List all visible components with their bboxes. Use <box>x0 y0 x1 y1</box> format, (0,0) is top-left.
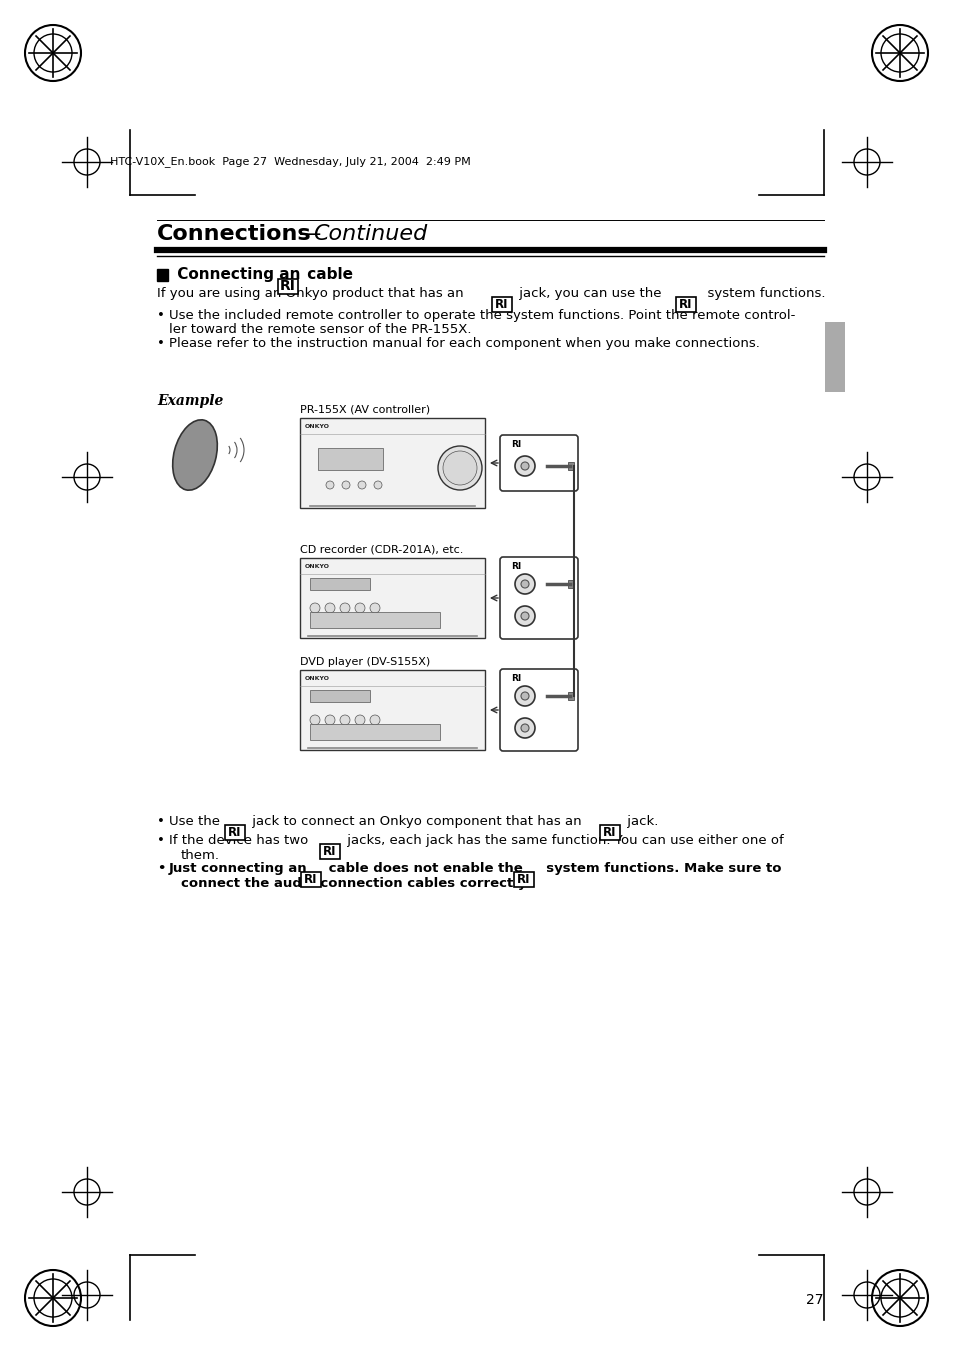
Circle shape <box>325 715 335 725</box>
Text: them.: them. <box>181 848 220 862</box>
Text: RI: RI <box>323 844 336 858</box>
Circle shape <box>310 603 319 613</box>
Circle shape <box>310 715 319 725</box>
Circle shape <box>515 574 535 594</box>
Circle shape <box>520 580 529 588</box>
FancyBboxPatch shape <box>225 825 245 840</box>
FancyBboxPatch shape <box>317 449 382 470</box>
Text: Just connecting an: Just connecting an <box>169 862 312 875</box>
Text: system functions.: system functions. <box>699 286 824 300</box>
Circle shape <box>325 603 335 613</box>
Circle shape <box>355 603 365 613</box>
FancyBboxPatch shape <box>567 692 574 700</box>
Ellipse shape <box>172 420 217 490</box>
Text: RI: RI <box>304 873 317 886</box>
Text: ONKYO: ONKYO <box>305 676 330 681</box>
Circle shape <box>520 612 529 620</box>
Circle shape <box>357 481 366 489</box>
FancyBboxPatch shape <box>824 322 844 392</box>
Text: RI: RI <box>602 825 616 839</box>
Circle shape <box>520 724 529 732</box>
Text: RI: RI <box>511 440 520 449</box>
Text: ONKYO: ONKYO <box>305 424 330 430</box>
FancyBboxPatch shape <box>567 580 574 588</box>
Text: RI: RI <box>228 825 241 839</box>
Text: system functions. Make sure to: system functions. Make sure to <box>537 862 781 875</box>
Text: RI: RI <box>495 299 508 311</box>
Text: RI: RI <box>280 280 295 293</box>
Text: Continued: Continued <box>313 224 427 245</box>
Circle shape <box>370 715 379 725</box>
Circle shape <box>515 457 535 476</box>
FancyBboxPatch shape <box>499 669 578 751</box>
FancyBboxPatch shape <box>157 269 168 281</box>
FancyBboxPatch shape <box>299 417 484 508</box>
FancyBboxPatch shape <box>310 724 439 740</box>
FancyBboxPatch shape <box>277 280 297 295</box>
FancyBboxPatch shape <box>567 462 574 470</box>
Circle shape <box>515 717 535 738</box>
Text: RI: RI <box>517 873 530 886</box>
FancyBboxPatch shape <box>299 670 484 750</box>
Text: •: • <box>157 862 165 875</box>
FancyBboxPatch shape <box>599 825 619 840</box>
Circle shape <box>442 451 476 485</box>
Circle shape <box>355 715 365 725</box>
Text: CD recorder (CDR-201A), etc.: CD recorder (CDR-201A), etc. <box>299 544 463 555</box>
FancyBboxPatch shape <box>319 844 339 859</box>
Text: RI: RI <box>679 299 692 311</box>
Text: Please refer to the instruction manual for each component when you make connecti: Please refer to the instruction manual f… <box>169 336 760 350</box>
Text: jacks, each jack has the same function. You can use either one of: jacks, each jack has the same function. … <box>343 834 783 847</box>
Text: Connecting an: Connecting an <box>172 267 305 282</box>
FancyBboxPatch shape <box>499 557 578 639</box>
Text: •: • <box>157 834 165 847</box>
Text: HTC-V10X_En.book  Page 27  Wednesday, July 21, 2004  2:49 PM: HTC-V10X_En.book Page 27 Wednesday, July… <box>110 157 470 168</box>
Text: RI: RI <box>511 674 520 684</box>
Text: PR-155X (AV controller): PR-155X (AV controller) <box>299 405 430 415</box>
Text: —: — <box>298 224 321 245</box>
Text: If you are using an Onkyo product that has an: If you are using an Onkyo product that h… <box>157 286 467 300</box>
FancyBboxPatch shape <box>499 435 578 490</box>
Circle shape <box>374 481 381 489</box>
Text: ler toward the remote sensor of the PR-155X.: ler toward the remote sensor of the PR-1… <box>169 323 471 336</box>
Text: •: • <box>157 815 165 828</box>
Text: Use the: Use the <box>169 815 224 828</box>
Circle shape <box>437 446 481 490</box>
Circle shape <box>520 462 529 470</box>
FancyBboxPatch shape <box>299 558 484 638</box>
Text: If the device has two: If the device has two <box>169 834 313 847</box>
Circle shape <box>520 692 529 700</box>
Text: jack to connect an Onkyo component that has an: jack to connect an Onkyo component that … <box>248 815 585 828</box>
FancyBboxPatch shape <box>310 612 439 628</box>
FancyBboxPatch shape <box>492 297 512 312</box>
Circle shape <box>370 603 379 613</box>
Text: ONKYO: ONKYO <box>305 563 330 569</box>
Text: cable: cable <box>302 267 353 282</box>
Text: cable does not enable the: cable does not enable the <box>324 862 527 875</box>
Text: connect the audio connection cables correctly.: connect the audio connection cables corr… <box>181 877 530 890</box>
FancyBboxPatch shape <box>514 871 534 888</box>
Circle shape <box>339 715 350 725</box>
Circle shape <box>339 603 350 613</box>
Text: Connections: Connections <box>157 224 312 245</box>
Text: RI: RI <box>511 562 520 571</box>
Text: •: • <box>157 309 165 322</box>
Text: jack.: jack. <box>622 815 658 828</box>
Text: •: • <box>157 336 165 350</box>
Text: Example: Example <box>157 394 223 408</box>
FancyBboxPatch shape <box>310 578 370 590</box>
Circle shape <box>341 481 350 489</box>
Text: Use the included remote controller to operate the system functions. Point the re: Use the included remote controller to op… <box>169 309 795 322</box>
Circle shape <box>515 686 535 707</box>
Text: 27: 27 <box>805 1293 823 1306</box>
Text: jack, you can use the: jack, you can use the <box>515 286 665 300</box>
Text: DVD player (DV-S155X): DVD player (DV-S155X) <box>299 657 430 667</box>
Circle shape <box>326 481 334 489</box>
FancyBboxPatch shape <box>676 297 696 312</box>
FancyBboxPatch shape <box>301 871 320 888</box>
Circle shape <box>515 607 535 626</box>
FancyBboxPatch shape <box>310 690 370 703</box>
